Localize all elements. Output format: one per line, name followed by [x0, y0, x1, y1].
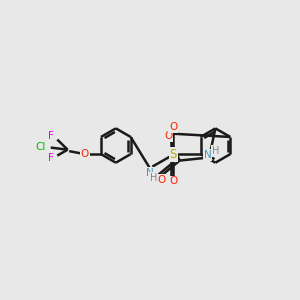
Text: O: O — [169, 122, 177, 132]
Text: F: F — [48, 131, 54, 141]
Text: O: O — [157, 175, 165, 184]
Text: F: F — [48, 153, 54, 163]
Text: Cl: Cl — [36, 142, 46, 152]
Text: N: N — [204, 150, 212, 160]
Text: H: H — [150, 173, 158, 183]
Text: S: S — [169, 148, 177, 160]
Text: O: O — [164, 131, 172, 141]
Text: H: H — [212, 146, 219, 156]
Text: O: O — [169, 176, 177, 187]
Text: N: N — [146, 168, 153, 178]
Text: O: O — [81, 149, 89, 159]
